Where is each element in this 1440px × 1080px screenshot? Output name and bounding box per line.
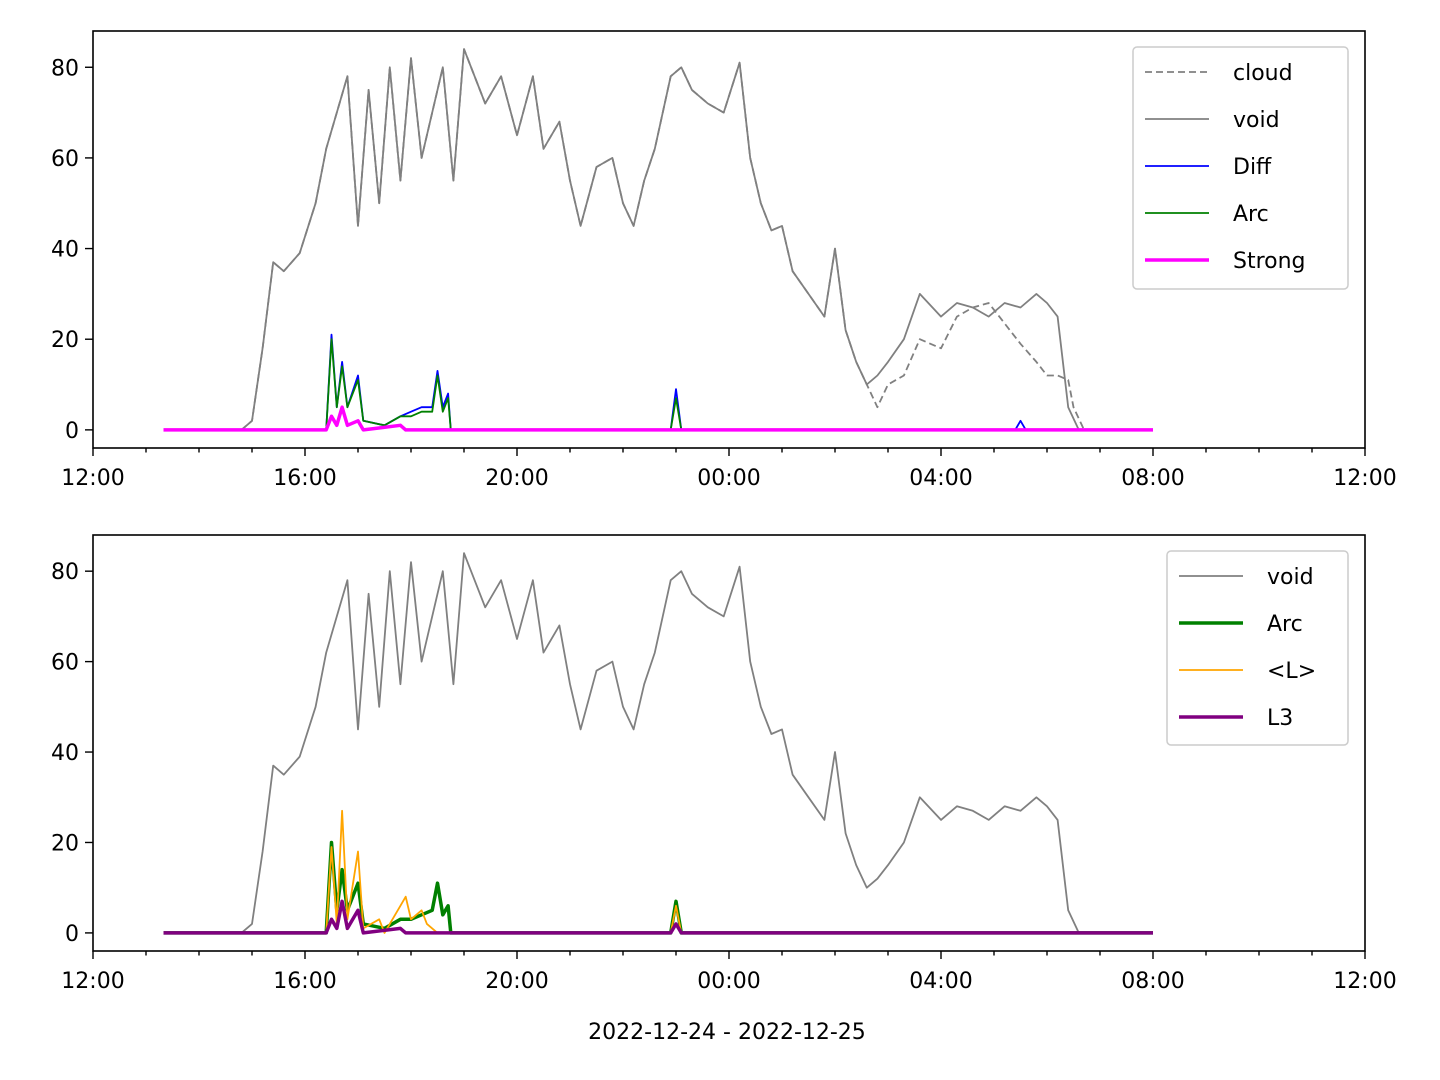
legend-label: Diff: [1233, 155, 1272, 180]
x-tick-label: 08:00: [1121, 466, 1184, 491]
x-tick-label: 00:00: [697, 466, 760, 491]
y-tick-label: 0: [65, 419, 79, 444]
y-tick-label: 40: [51, 238, 79, 263]
legend-label: Arc: [1233, 202, 1269, 227]
series-line-l3: [163, 899, 1153, 935]
series-line-strong: [163, 405, 1153, 432]
x-tick-label: 04:00: [909, 969, 972, 994]
x-tick-label: 20:00: [485, 466, 548, 491]
x-tick-label: 16:00: [273, 466, 336, 491]
legend-label: L3: [1267, 706, 1293, 731]
x-tick-label: 16:00: [273, 969, 336, 994]
series-line-arc: [163, 840, 1153, 935]
y-tick-label: 60: [51, 147, 79, 172]
x-tick-label: 20:00: [485, 969, 548, 994]
series-line-arc: [163, 338, 1153, 431]
legend: cloud void Diff Arc Strong: [1132, 46, 1349, 290]
series-line-l: [163, 809, 1153, 934]
legend-label: void: [1267, 565, 1314, 590]
legend-label: cloud: [1233, 61, 1293, 86]
x-tick-label: 12:00: [61, 466, 124, 491]
y-tick-label: 80: [51, 560, 79, 585]
x-tick-label: 12:00: [1333, 969, 1396, 994]
legend-box: [1166, 550, 1349, 746]
series-line-cloud: [163, 48, 1153, 431]
series-line-void: [163, 552, 1153, 934]
y-tick-label: 0: [65, 922, 79, 947]
y-tick-label: 80: [51, 56, 79, 81]
legend-label: <L>: [1267, 659, 1316, 684]
x-axis-label: 2022-12-24 - 2022-12-25: [588, 1020, 866, 1045]
y-tick-label: 60: [51, 651, 79, 676]
y-tick-label: 20: [51, 328, 79, 353]
legend: void Arc <L> L3: [1166, 550, 1349, 746]
series-line-diff: [163, 333, 1153, 431]
x-tick-label: 08:00: [1121, 969, 1184, 994]
top-panel: 12:00 16:00 20:00 00:00 04:00 08:00 12:00 0 20 40…: [51, 30, 1397, 491]
x-tick-label: 00:00: [697, 969, 760, 994]
bottom-panel: 12:00 16:00 20:00 00:00 04:00 08:00 12:00 0 20 40…: [51, 534, 1397, 994]
legend-label: void: [1233, 108, 1280, 133]
x-tick-label: 12:00: [1333, 466, 1396, 491]
legend-label: Arc: [1267, 612, 1303, 637]
series-line-void: [163, 48, 1153, 431]
y-tick-label: 40: [51, 741, 79, 766]
legend-box: [1132, 46, 1349, 290]
legend-label: Strong: [1233, 249, 1306, 274]
y-tick-label: 20: [51, 831, 79, 856]
x-tick-label: 04:00: [909, 466, 972, 491]
x-tick-label: 12:00: [61, 969, 124, 994]
